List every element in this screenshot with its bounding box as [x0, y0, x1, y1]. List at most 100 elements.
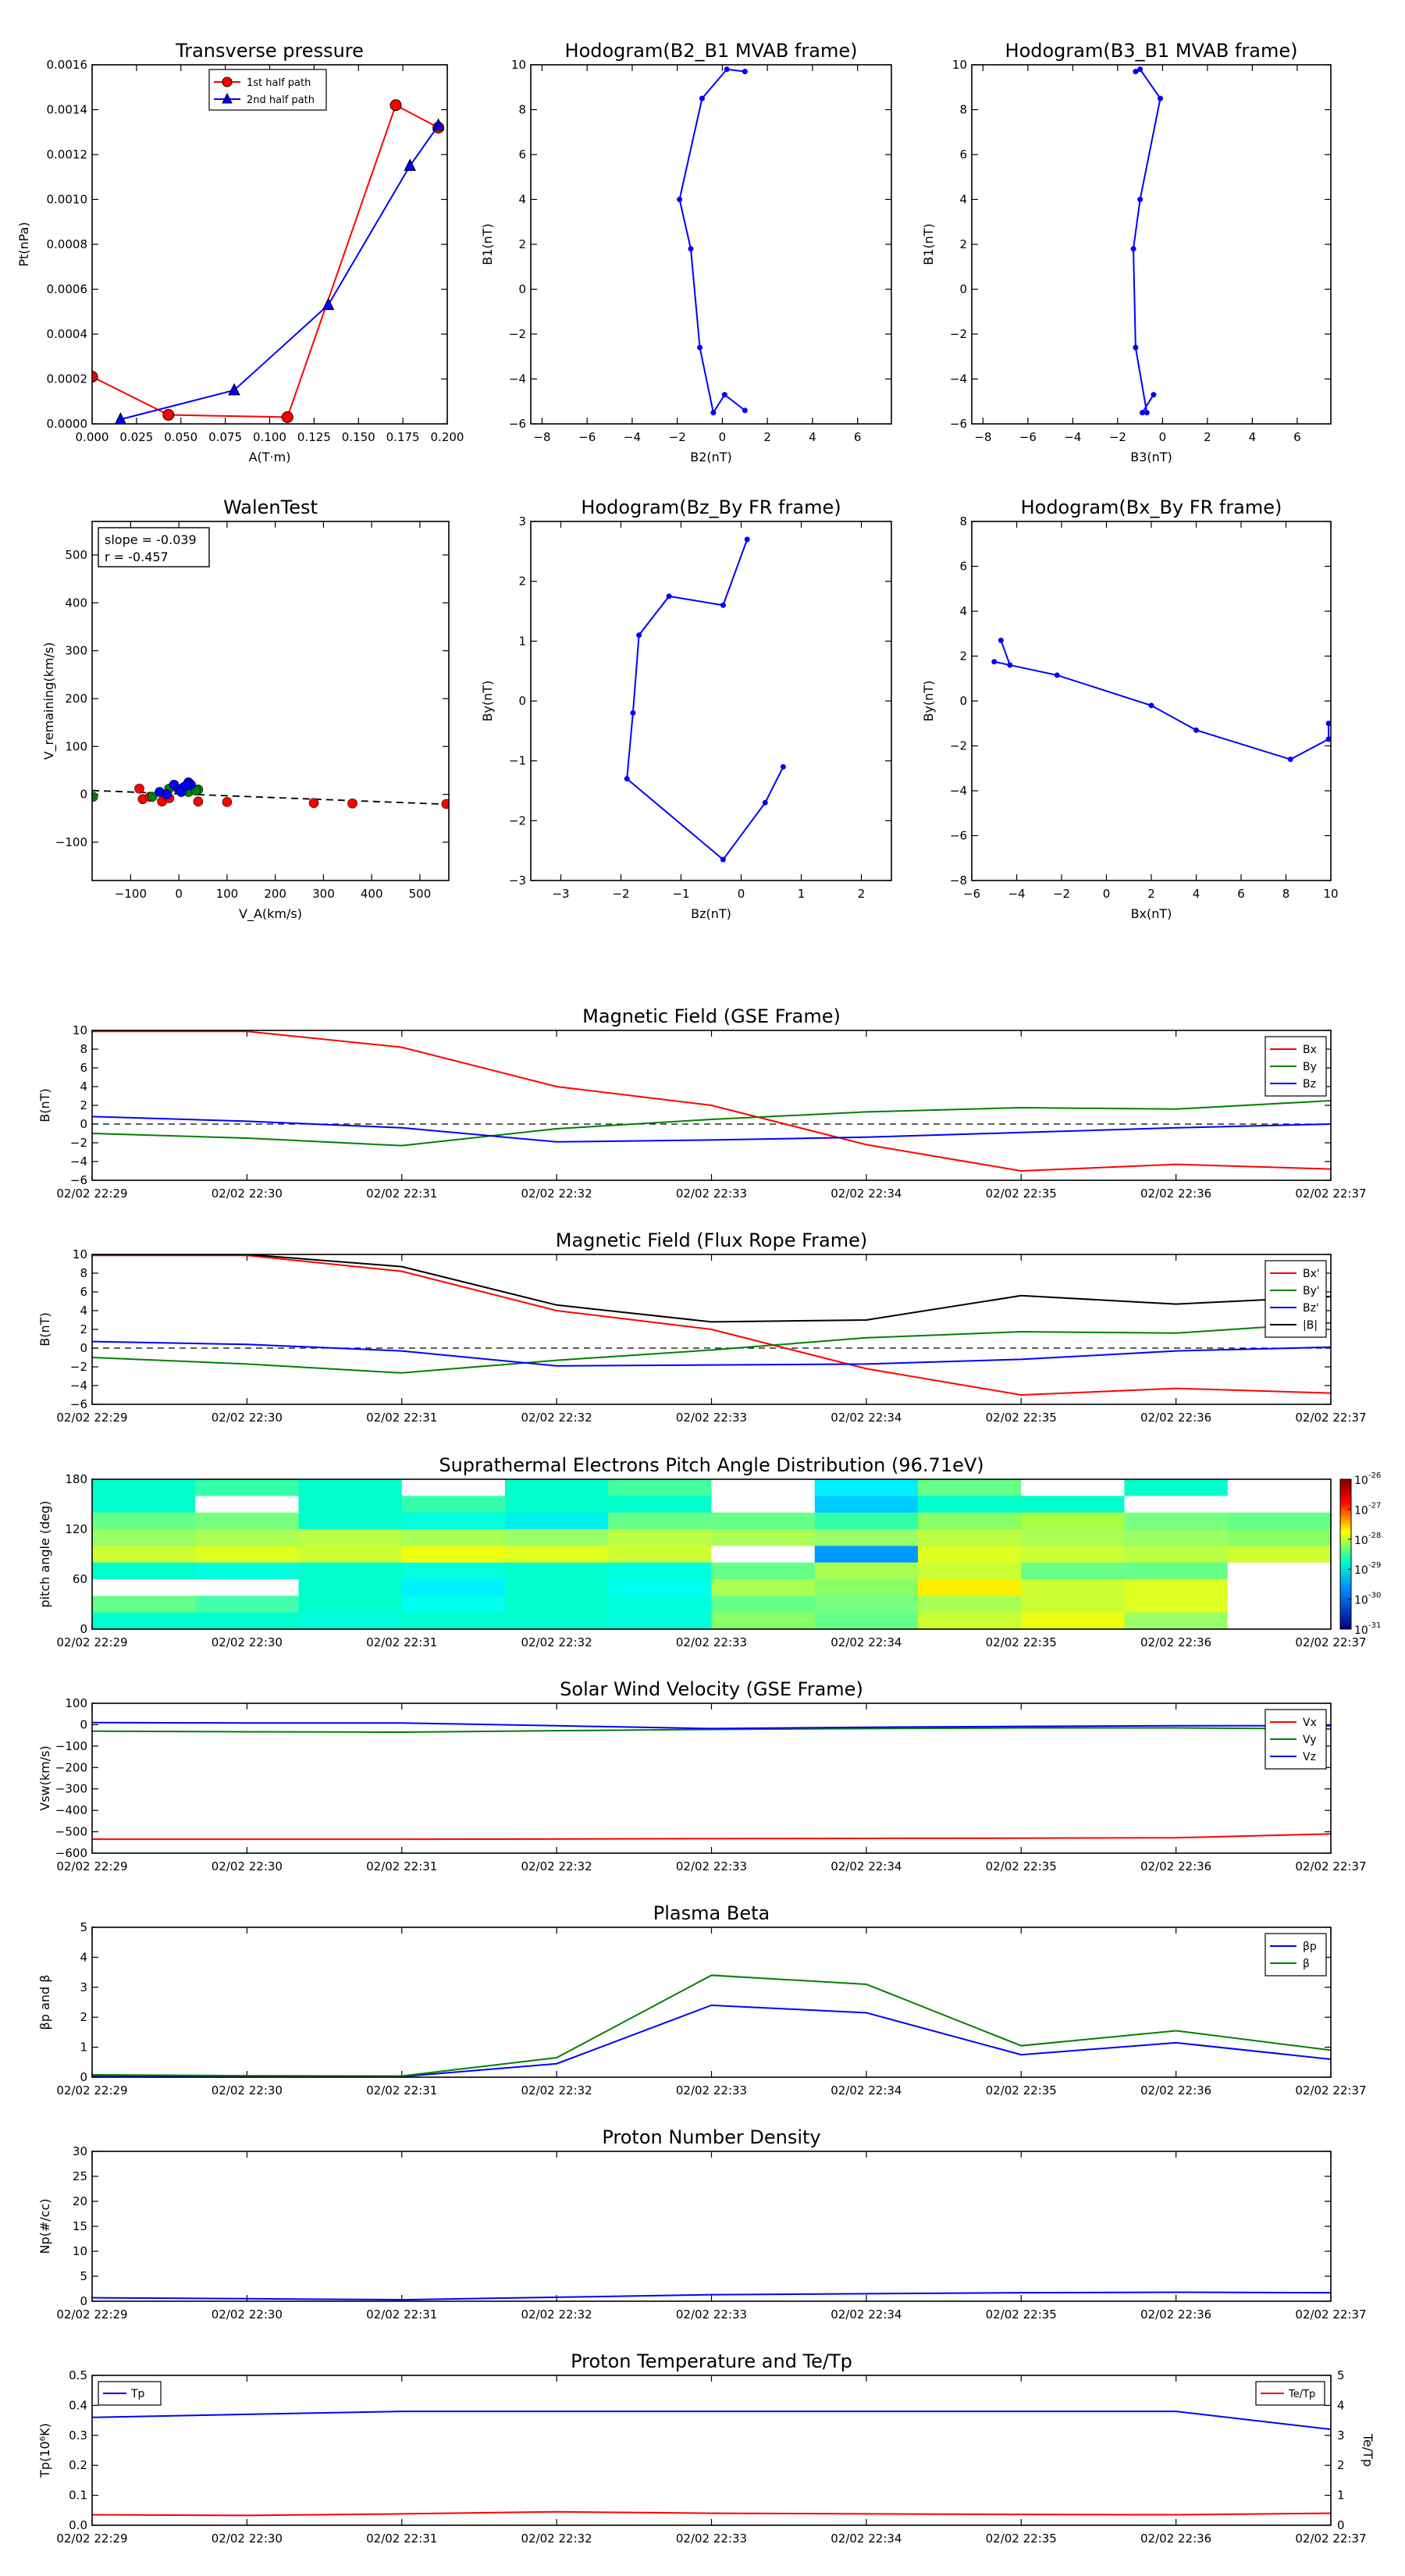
time-tick-label: 02/02 22:35 [986, 2532, 1057, 2546]
heatmap-cell [401, 1612, 506, 1629]
y-tick-label: 300 [65, 644, 87, 658]
y-tick-label: 6 [518, 148, 526, 162]
y-tick-label: 4 [959, 604, 967, 618]
data-point [699, 95, 705, 101]
panel-hzy: Hodogram(Bz_By FR frame) −3 −2 −1 0 1 2 −3 −2 −1 0… [480, 496, 892, 921]
x-tick-label: −8 [533, 430, 550, 444]
colorbar-base: 10 [1354, 1475, 1368, 1487]
heatmap-cell [505, 1596, 609, 1614]
y-tick-label: 0 [959, 283, 967, 297]
y-tick-label: 8 [518, 103, 526, 117]
time-tick-label: 02/02 22:32 [521, 1635, 592, 1649]
y-tick-label: 3 [518, 514, 526, 528]
y-tick-label: 500 [65, 548, 87, 562]
heatmap-cell [401, 1512, 506, 1530]
heatmap-cell [814, 1529, 919, 1546]
y-tick-label: −2 [70, 1360, 87, 1374]
x-tick-label: 6 [854, 430, 862, 444]
y-axis-label: By(nT) [480, 681, 495, 722]
chart-title: WalenTest [223, 496, 318, 518]
time-tick-label: 02/02 22:33 [676, 1859, 747, 1873]
heatmap-cell [1124, 1512, 1229, 1530]
data-point [624, 776, 630, 782]
series-line [92, 1974, 1331, 2077]
y-tick-label: 8 [959, 103, 967, 117]
y-tick-label: 10 [952, 58, 967, 72]
legend-label: Te/Tp [1288, 2389, 1315, 2400]
chart-title: Hodogram(Bx_By FR frame) [1021, 496, 1282, 518]
axes-frame [91, 1703, 1332, 1854]
data-point [666, 593, 672, 600]
heatmap-cell [1021, 1512, 1125, 1530]
time-tick-label: 02/02 22:35 [986, 1635, 1057, 1649]
scatter-point [147, 792, 158, 802]
heatmap-cell [1124, 1612, 1229, 1629]
data-point [710, 410, 717, 416]
y-tick-label: 4 [80, 1080, 87, 1094]
time-tick-label: 02/02 22:29 [56, 1635, 127, 1649]
heatmap-cell [1227, 1529, 1331, 1546]
series-line [92, 2004, 1331, 2077]
x-tick-label: 1 [798, 887, 806, 901]
data-point [724, 66, 730, 73]
heatmap-cell [1227, 1496, 1331, 1514]
time-tick-label: 02/02 22:36 [1140, 1187, 1211, 1201]
heatmap-cell [918, 1579, 1022, 1596]
heatmap-cell [92, 1512, 196, 1530]
colorbar-base: 10 [1354, 1624, 1368, 1637]
x-tick-label: −2 [669, 430, 686, 444]
legend-label: Bx' [1303, 1268, 1320, 1280]
legend-label: Bz' [1303, 1302, 1319, 1315]
x-tick-label: −1 [672, 887, 689, 901]
legend-label: β [1303, 1958, 1310, 1970]
legend-label: Vz [1303, 1751, 1316, 1763]
y-tick-label: 15 [73, 2219, 87, 2233]
data-point [742, 69, 748, 75]
plot-area [92, 1254, 1331, 1397]
heatmap-cell [298, 1579, 403, 1596]
time-tick-label: 02/02 22:30 [212, 1411, 283, 1425]
legend-label: By [1303, 1061, 1317, 1073]
time-tick-label: 02/02 22:37 [1295, 2532, 1366, 2546]
y-tick-label: −100 [55, 835, 87, 849]
heatmap-cell [1124, 1546, 1229, 1564]
series-line [1132, 68, 1161, 414]
colorbar-base: 10 [1354, 1535, 1368, 1547]
x-tick-label: 0 [719, 430, 727, 444]
y-axis-label: βp and β [37, 1975, 52, 2030]
x-tick-label: −6 [1019, 430, 1037, 444]
colorbar-exponent: -26 [1368, 1471, 1381, 1480]
axes-frame [91, 2151, 1332, 2302]
colorbar-base: 10 [1354, 1595, 1368, 1607]
heatmap-cell [608, 1612, 712, 1629]
heatmap-cell [608, 1579, 712, 1596]
data-point [1325, 720, 1331, 727]
y-tick-label: −6 [950, 829, 967, 843]
y-tick-label: 10 [511, 58, 526, 72]
data-point [162, 409, 175, 421]
colorbar-label: 10 -27 [1354, 1501, 1381, 1517]
time-tick-label: 02/02 22:34 [831, 2307, 902, 2322]
plot-area [677, 66, 748, 416]
series-line [92, 1254, 1331, 1323]
series-line [92, 1833, 1331, 1841]
heatmap-cell [608, 1512, 712, 1530]
legend-label: Tp [130, 2388, 145, 2400]
series-line [92, 2510, 1331, 2517]
y-tick-label: 0 [80, 2070, 87, 2084]
y-tick-label: 0.0002 [47, 372, 88, 386]
heatmap-cell [1021, 1612, 1125, 1629]
axes-frame [91, 2375, 1332, 2526]
data-point [721, 392, 727, 398]
chart-title: Transverse pressure [175, 40, 364, 62]
y-tick-label: 10 [73, 1023, 87, 1037]
stats-annotation: slope = -0.039 r = -0.457 [98, 527, 210, 568]
time-tick-label: 02/02 22:33 [676, 1635, 747, 1649]
panel-np: Proton Number Density 02/02 22:29 02/02 22… [37, 2126, 1367, 2322]
time-tick-label: 02/02 22:36 [1140, 2307, 1211, 2322]
data-point [677, 197, 683, 202]
heatmap-cell [608, 1546, 712, 1564]
heatmap-cell [711, 1562, 816, 1580]
y-tick-label: −2 [509, 327, 526, 341]
time-tick-label: 02/02 22:35 [986, 2307, 1057, 2322]
